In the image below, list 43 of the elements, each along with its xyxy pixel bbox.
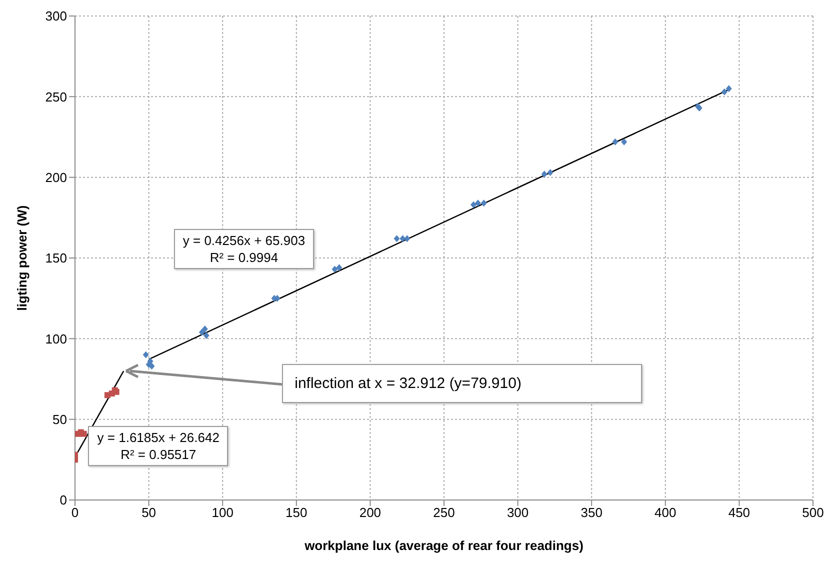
point	[203, 332, 210, 339]
x-axis-title: workplane lux (average of rear four readings)	[304, 538, 584, 553]
y-tick-label: 50	[52, 412, 67, 427]
x-tick-label: 300	[506, 505, 529, 520]
point	[474, 200, 481, 207]
point	[336, 264, 342, 272]
y-tick-label: 150	[45, 250, 67, 266]
point	[612, 138, 618, 146]
x-tick-label: 350	[580, 505, 602, 520]
point	[142, 351, 149, 358]
text-box: y = 1.6185x + 26.642 R² = 0.95517	[88, 426, 228, 466]
point	[198, 328, 205, 336]
point	[621, 138, 628, 146]
y-tick-label: 300	[45, 8, 67, 24]
x-tick-label: 400	[654, 505, 676, 520]
x-tick-label: 450	[728, 505, 750, 520]
y-tick-label: 200	[45, 170, 67, 185]
x-tick-label: 250	[433, 505, 455, 520]
point	[394, 235, 400, 242]
y-tick-label: 0	[60, 492, 67, 508]
point	[480, 200, 487, 207]
point	[721, 88, 728, 96]
point	[80, 430, 87, 437]
x-tick-label: 0	[71, 505, 79, 520]
text-box: y = 0.4256x + 65.903 R² = 0.9994	[174, 228, 314, 269]
y-axis-title: ligting power (W)	[14, 205, 30, 311]
point	[148, 362, 155, 370]
point	[400, 235, 406, 242]
x-tick-label: 200	[359, 505, 382, 520]
x-tick-label: 500	[802, 505, 824, 520]
text-box: inflection at x = 32.912 (y=79.910)	[282, 364, 642, 404]
point	[541, 170, 548, 178]
x-tick-label: 50	[142, 505, 156, 520]
point	[404, 235, 410, 242]
point	[726, 85, 732, 92]
x-tick-label: 100	[212, 505, 234, 520]
point	[547, 168, 554, 176]
point	[332, 266, 338, 273]
y-tick-label: 100	[45, 331, 67, 346]
x-tick-label: 150	[286, 505, 308, 520]
y-tick-label: 250	[45, 89, 67, 104]
point	[202, 325, 208, 332]
point	[470, 201, 477, 208]
